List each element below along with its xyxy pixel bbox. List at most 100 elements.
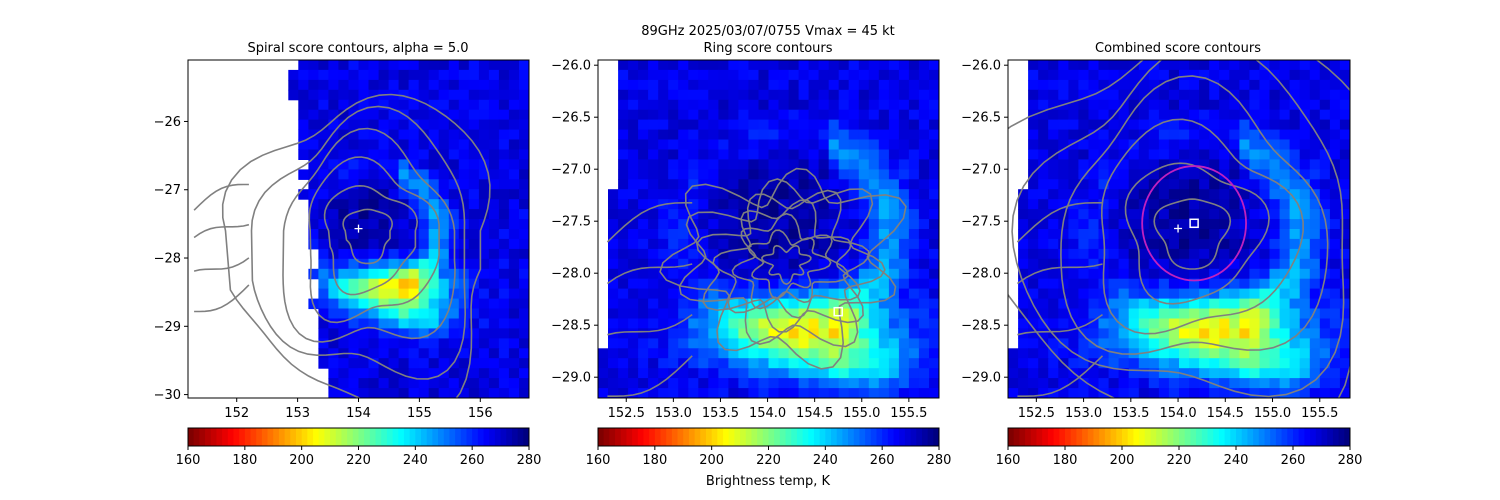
heatmap-cell [618, 219, 629, 230]
heatmap-cell [1058, 139, 1069, 150]
heatmap-cell [608, 229, 619, 240]
heatmap-cell [838, 378, 850, 389]
heatmap-cell [1329, 219, 1341, 230]
heatmap-cell [658, 238, 669, 250]
heatmap-cell [758, 229, 770, 240]
heatmap-cell [408, 109, 420, 121]
heatmap-cell [868, 199, 880, 210]
colorbar-swatch [723, 428, 730, 446]
heatmap-cell [298, 119, 309, 131]
heatmap-cell [1078, 318, 1090, 329]
heatmap-cell [438, 258, 450, 270]
heatmap-cell [1018, 358, 1029, 369]
heatmap-cell [1048, 199, 1059, 210]
heatmap-cell [1108, 219, 1120, 230]
heatmap-cell [408, 338, 420, 349]
heatmap-cell [318, 119, 329, 131]
heatmap-cell [1229, 238, 1240, 250]
colorbar-swatch [1110, 428, 1117, 446]
heatmap-cell [628, 99, 639, 111]
heatmap-cell [678, 219, 689, 230]
heatmap-cell [1148, 209, 1160, 220]
heatmap-cell [1219, 338, 1230, 349]
heatmap-cell [1078, 79, 1090, 91]
heatmap-cell [838, 159, 850, 170]
heatmap-cell [1088, 229, 1100, 240]
heatmap-cell [1219, 69, 1230, 81]
heatmap-cell [898, 159, 910, 170]
heatmap-cell [519, 79, 529, 91]
heatmap-cell [848, 348, 860, 359]
heatmap-cell [1179, 258, 1190, 270]
heatmap-cell [658, 139, 669, 150]
heatmap-cell [638, 308, 649, 319]
heatmap-cell [778, 119, 790, 131]
heatmap-cell [328, 129, 339, 141]
heatmap-cell [648, 149, 659, 160]
heatmap-cell [1158, 169, 1170, 180]
heatmap-cell [1219, 189, 1230, 200]
heatmap-cell [1138, 219, 1150, 230]
heatmap-cell [898, 328, 910, 339]
heatmap-cell [388, 179, 400, 190]
heatmap-cell [1078, 278, 1090, 290]
heatmap-cell [1118, 129, 1130, 141]
heatmap-cell [448, 79, 460, 91]
heatmap-cell [1088, 298, 1100, 310]
heatmap-cell [688, 278, 699, 290]
heatmap-cell [678, 348, 689, 359]
heatmap-cell [668, 318, 679, 329]
heatmap-cell [318, 298, 329, 310]
heatmap-cell [328, 229, 339, 240]
heatmap-cell [758, 199, 770, 210]
heatmap-cell [1249, 129, 1261, 141]
heatmap-cell [858, 258, 870, 270]
heatmap-cell [868, 139, 880, 150]
heatmap-cell [1148, 199, 1160, 210]
heatmap-cell [1118, 169, 1130, 180]
colorbar-tick-label: 220 [756, 453, 781, 468]
colorbar-swatch [358, 428, 365, 446]
heatmap-cell [1048, 318, 1059, 329]
heatmap-cell [768, 378, 780, 389]
heatmap-cell [328, 139, 339, 150]
heatmap-cell [878, 348, 890, 359]
heatmap-cell [1199, 278, 1210, 290]
heatmap-cell [648, 308, 659, 319]
heatmap-cell [328, 119, 339, 131]
heatmap-cell [1108, 238, 1120, 250]
heatmap-cell [1259, 248, 1271, 260]
heatmap-cell [808, 109, 820, 121]
heatmap-cell [618, 169, 629, 180]
heatmap-cell [1239, 159, 1251, 170]
heatmap-cell [828, 99, 840, 111]
heatmap-cell [698, 189, 709, 200]
heatmap-cell [1128, 159, 1140, 170]
heatmap-cell [1189, 219, 1200, 230]
heatmap-cell [1189, 89, 1200, 101]
heatmap-cell [1108, 358, 1120, 369]
heatmap-cell [628, 219, 639, 230]
heatmap-cell [1138, 388, 1150, 398]
heatmap-cell [628, 238, 639, 250]
heatmap-cell [1108, 129, 1120, 141]
heatmap-cell [1128, 298, 1140, 310]
heatmap-cell [519, 99, 529, 111]
heatmap-cell [918, 219, 930, 230]
heatmap-cell [898, 278, 910, 290]
heatmap-cell [378, 69, 390, 81]
heatmap-cell [1189, 79, 1200, 91]
heatmap-cell [438, 219, 450, 230]
heatmap-cell [1279, 358, 1291, 369]
score-contour [1017, 355, 1104, 397]
heatmap-cell [1028, 278, 1039, 290]
heatmap-cell [1339, 69, 1350, 81]
heatmap-cell [798, 119, 810, 131]
heatmap-cell [668, 348, 679, 359]
heatmap-cell [1209, 248, 1220, 260]
heatmap-cell [1168, 358, 1180, 369]
heatmap-cell [308, 99, 319, 111]
heatmap-cell [298, 139, 309, 150]
heatmap-cell [929, 229, 939, 240]
heatmap-cell [788, 169, 800, 180]
